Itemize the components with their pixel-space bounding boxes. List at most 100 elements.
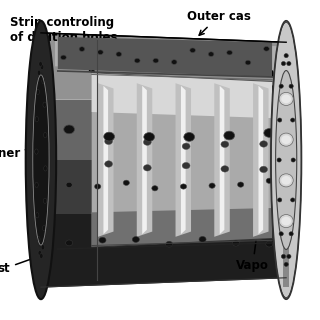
Ellipse shape bbox=[291, 198, 295, 202]
Polygon shape bbox=[283, 160, 289, 287]
Ellipse shape bbox=[172, 60, 177, 64]
Ellipse shape bbox=[79, 47, 85, 52]
Ellipse shape bbox=[132, 236, 139, 242]
Ellipse shape bbox=[105, 138, 113, 145]
Ellipse shape bbox=[42, 78, 45, 84]
Ellipse shape bbox=[95, 184, 101, 189]
Ellipse shape bbox=[61, 55, 66, 60]
Ellipse shape bbox=[40, 64, 44, 69]
Ellipse shape bbox=[99, 237, 106, 243]
Polygon shape bbox=[214, 83, 230, 237]
Ellipse shape bbox=[37, 70, 41, 75]
Ellipse shape bbox=[143, 139, 151, 145]
Text: Outer cas: Outer cas bbox=[187, 10, 251, 35]
Polygon shape bbox=[92, 73, 272, 118]
Ellipse shape bbox=[277, 198, 282, 202]
Ellipse shape bbox=[36, 213, 39, 218]
Ellipse shape bbox=[224, 131, 235, 140]
Ellipse shape bbox=[232, 240, 239, 246]
Ellipse shape bbox=[39, 61, 42, 67]
Ellipse shape bbox=[43, 102, 46, 107]
Ellipse shape bbox=[44, 132, 47, 138]
Polygon shape bbox=[253, 83, 268, 237]
Polygon shape bbox=[41, 213, 286, 287]
Ellipse shape bbox=[264, 46, 269, 51]
Ellipse shape bbox=[291, 118, 295, 122]
Text: Fron
of co: Fron of co bbox=[245, 67, 289, 118]
Ellipse shape bbox=[66, 182, 72, 188]
Text: Vapo: Vapo bbox=[236, 230, 269, 272]
Ellipse shape bbox=[182, 163, 190, 169]
Ellipse shape bbox=[289, 84, 293, 88]
Polygon shape bbox=[137, 83, 152, 237]
Ellipse shape bbox=[281, 217, 291, 226]
Ellipse shape bbox=[266, 178, 272, 183]
Ellipse shape bbox=[41, 245, 44, 250]
Ellipse shape bbox=[44, 166, 47, 171]
Ellipse shape bbox=[281, 176, 291, 185]
Polygon shape bbox=[259, 86, 263, 234]
Ellipse shape bbox=[279, 214, 293, 228]
Ellipse shape bbox=[279, 84, 283, 88]
Ellipse shape bbox=[36, 89, 39, 94]
Ellipse shape bbox=[35, 149, 38, 154]
Ellipse shape bbox=[190, 48, 196, 52]
Polygon shape bbox=[41, 100, 286, 160]
Ellipse shape bbox=[209, 183, 215, 188]
Ellipse shape bbox=[104, 132, 115, 141]
Ellipse shape bbox=[287, 61, 291, 66]
Ellipse shape bbox=[152, 186, 158, 191]
Ellipse shape bbox=[221, 166, 229, 172]
Ellipse shape bbox=[116, 52, 122, 57]
Ellipse shape bbox=[40, 253, 43, 259]
Ellipse shape bbox=[266, 241, 273, 247]
Ellipse shape bbox=[37, 236, 40, 242]
Ellipse shape bbox=[245, 60, 251, 65]
Text: Strip controling
of dilution holes: Strip controling of dilution holes bbox=[10, 16, 117, 73]
Ellipse shape bbox=[43, 226, 46, 231]
Ellipse shape bbox=[153, 58, 158, 63]
Ellipse shape bbox=[276, 70, 297, 250]
Polygon shape bbox=[55, 40, 281, 73]
Ellipse shape bbox=[105, 161, 113, 167]
Polygon shape bbox=[176, 83, 191, 237]
Ellipse shape bbox=[144, 132, 155, 141]
Text: ner: ner bbox=[0, 147, 32, 160]
Ellipse shape bbox=[180, 184, 187, 189]
Ellipse shape bbox=[281, 254, 285, 259]
Ellipse shape bbox=[143, 164, 151, 171]
Ellipse shape bbox=[134, 58, 140, 63]
Ellipse shape bbox=[271, 23, 301, 297]
Ellipse shape bbox=[277, 158, 281, 162]
Ellipse shape bbox=[26, 21, 56, 299]
Ellipse shape bbox=[289, 232, 293, 236]
Ellipse shape bbox=[32, 73, 49, 247]
Ellipse shape bbox=[260, 166, 268, 172]
Ellipse shape bbox=[284, 53, 288, 58]
Polygon shape bbox=[41, 33, 286, 100]
Ellipse shape bbox=[166, 241, 173, 247]
Polygon shape bbox=[98, 83, 114, 237]
Ellipse shape bbox=[199, 236, 206, 242]
Ellipse shape bbox=[208, 52, 214, 56]
Ellipse shape bbox=[35, 182, 38, 188]
Text: st: st bbox=[0, 254, 44, 275]
Ellipse shape bbox=[260, 141, 268, 147]
Ellipse shape bbox=[284, 262, 288, 267]
Ellipse shape bbox=[123, 180, 129, 185]
Ellipse shape bbox=[277, 118, 282, 122]
Ellipse shape bbox=[66, 240, 73, 246]
Ellipse shape bbox=[281, 94, 291, 103]
Ellipse shape bbox=[264, 129, 275, 137]
Polygon shape bbox=[103, 86, 108, 234]
Ellipse shape bbox=[287, 254, 291, 259]
Ellipse shape bbox=[279, 133, 293, 146]
Ellipse shape bbox=[184, 132, 195, 141]
Ellipse shape bbox=[38, 251, 42, 256]
Ellipse shape bbox=[279, 174, 293, 187]
Ellipse shape bbox=[237, 182, 244, 187]
Ellipse shape bbox=[281, 61, 285, 66]
Ellipse shape bbox=[291, 158, 295, 162]
Ellipse shape bbox=[98, 50, 103, 55]
Polygon shape bbox=[92, 73, 272, 247]
